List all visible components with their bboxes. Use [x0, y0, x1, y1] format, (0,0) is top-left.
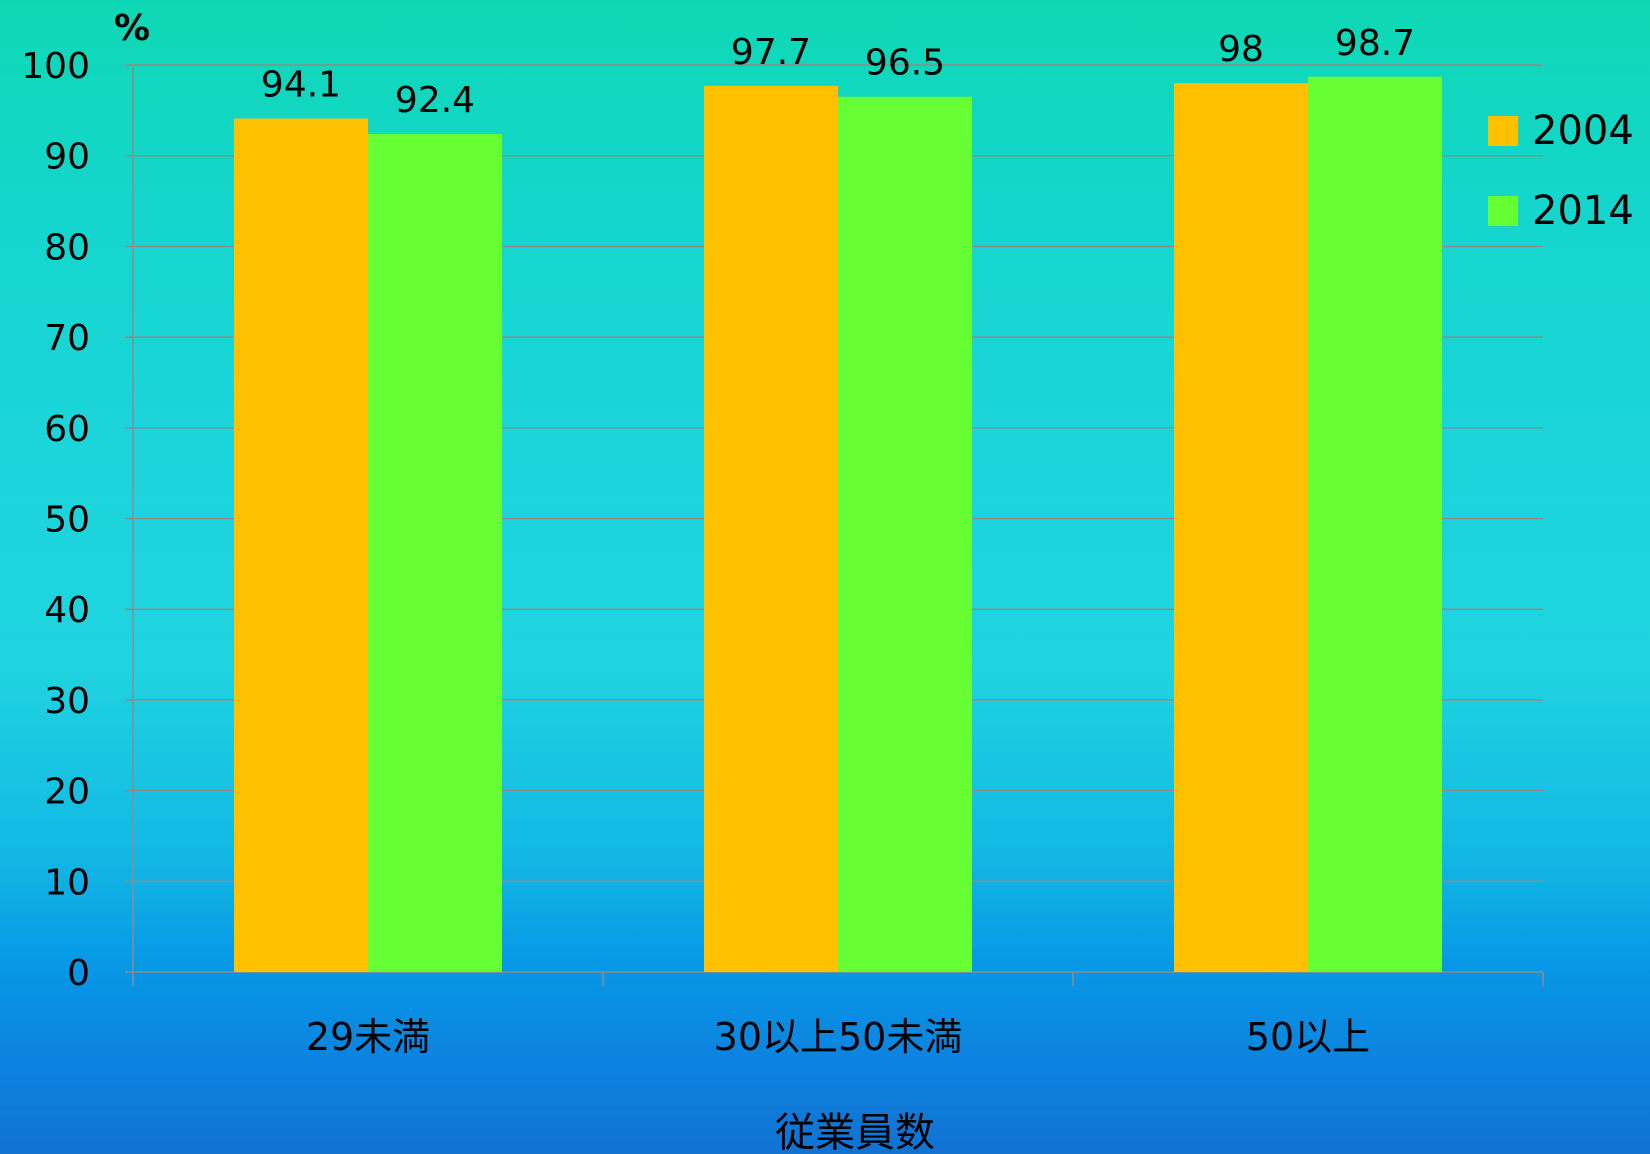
bar-2004-1 — [234, 118, 368, 972]
data-label: 98.7 — [1335, 23, 1415, 64]
bar-2014-3 — [1308, 76, 1442, 972]
y-tick-label: 100 — [21, 46, 90, 87]
bar-2004-2 — [704, 85, 838, 972]
x-tick-label: 30以上50未満 — [714, 1015, 963, 1059]
legend-swatch-2004 — [1488, 116, 1518, 146]
data-label: 94.1 — [261, 65, 341, 106]
x-tick-label: 50以上 — [1246, 1015, 1370, 1059]
y-tick-label: 0 — [67, 953, 90, 994]
unit-label: % — [114, 8, 150, 49]
y-tick-label: 20 — [44, 772, 90, 813]
legend-swatch-2014 — [1488, 196, 1518, 226]
y-tick-label: 50 — [44, 500, 90, 541]
y-tick-label: 60 — [44, 409, 90, 450]
x-tick-label: 29未満 — [306, 1015, 430, 1059]
data-label: 97.7 — [731, 32, 811, 73]
legend-label-2004: 2004 — [1532, 108, 1634, 154]
bar-2014-2 — [838, 96, 972, 973]
y-tick-label: 30 — [44, 681, 90, 722]
y-tick-label: 90 — [44, 137, 90, 178]
y-tick-label: 10 — [44, 862, 90, 903]
bar-2014-1 — [368, 133, 502, 972]
data-labels: 94.1 92.4 97.7 96.5 98 98.7 — [261, 23, 1415, 121]
y-tick-label: 40 — [44, 590, 90, 631]
data-label: 98 — [1218, 29, 1264, 70]
bar-2004-3 — [1174, 83, 1308, 972]
y-tick-label: 80 — [44, 227, 90, 268]
data-label: 92.4 — [395, 80, 475, 121]
bars — [234, 76, 1442, 973]
y-tick-label: 70 — [44, 318, 90, 359]
legend-label-2014: 2014 — [1532, 188, 1634, 234]
axes: 0 10 20 30 40 50 60 70 80 90 100 29未満 30以上50未満 50以上 — [21, 46, 1544, 1059]
x-axis-title: 従業員数 — [775, 1110, 935, 1154]
legend: 2004 2014 — [1488, 108, 1634, 234]
data-label: 96.5 — [865, 43, 945, 84]
